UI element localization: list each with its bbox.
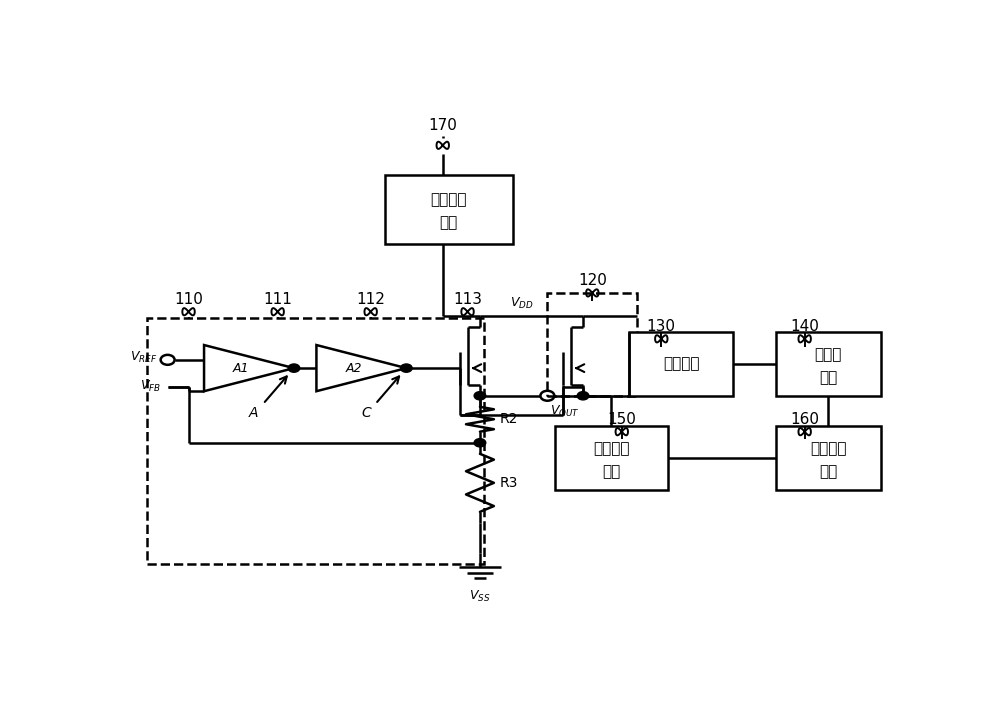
- Text: A1: A1: [233, 362, 250, 375]
- Bar: [547, 294, 637, 396]
- Text: 130: 130: [647, 320, 676, 334]
- Bar: [629, 332, 733, 396]
- Text: A2: A2: [345, 362, 362, 375]
- Bar: [776, 426, 881, 490]
- Text: 第二控制: 第二控制: [810, 442, 847, 457]
- Circle shape: [577, 391, 589, 400]
- Text: 电路: 电路: [602, 465, 620, 480]
- Text: 110: 110: [174, 292, 203, 307]
- Text: 120: 120: [578, 274, 607, 288]
- Text: 电路: 电路: [819, 465, 837, 480]
- Text: R2: R2: [499, 412, 518, 426]
- Text: 150: 150: [607, 412, 636, 427]
- Text: C: C: [361, 406, 371, 421]
- Bar: [555, 426, 668, 490]
- Text: 170: 170: [428, 118, 457, 134]
- Text: 电路: 电路: [819, 370, 837, 386]
- Text: 140: 140: [790, 320, 819, 334]
- Text: 112: 112: [356, 292, 385, 307]
- Text: 电流源: 电流源: [815, 348, 842, 363]
- Text: 160: 160: [790, 412, 819, 427]
- Text: 113: 113: [453, 292, 482, 307]
- Bar: [385, 174, 512, 243]
- Circle shape: [401, 364, 412, 372]
- Text: $V_{OUT}$: $V_{OUT}$: [550, 404, 579, 419]
- Text: $V_{DD}$: $V_{DD}$: [510, 296, 534, 311]
- Circle shape: [474, 391, 486, 400]
- Text: R3: R3: [499, 476, 518, 490]
- Text: $V_{FB}$: $V_{FB}$: [140, 379, 161, 394]
- Bar: [147, 318, 484, 564]
- Text: $V_{REF}$: $V_{REF}$: [130, 350, 158, 365]
- Text: 第一控制: 第一控制: [593, 442, 630, 457]
- Text: 镜像电路: 镜像电路: [663, 356, 699, 371]
- Circle shape: [288, 364, 300, 372]
- Bar: [776, 332, 881, 396]
- Text: 第三控制: 第三控制: [430, 192, 467, 207]
- Text: 111: 111: [263, 292, 292, 307]
- Text: 电路: 电路: [439, 215, 458, 230]
- Circle shape: [474, 439, 486, 447]
- Text: $V_{SS}$: $V_{SS}$: [469, 589, 491, 605]
- Text: A: A: [249, 406, 258, 421]
